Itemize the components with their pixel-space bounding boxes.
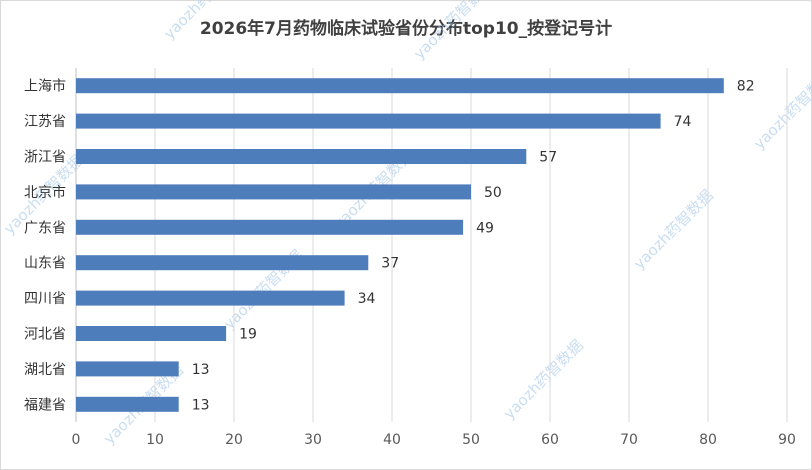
category-label: 河北省 <box>24 327 66 343</box>
bar <box>76 396 179 412</box>
category-label: 北京市 <box>24 184 66 201</box>
category-label: 上海市 <box>24 78 66 95</box>
bar <box>76 149 527 164</box>
x-tick-label: 30 <box>304 432 322 448</box>
category-label: 福建省 <box>24 397 66 413</box>
data-label: 57 <box>539 150 557 166</box>
bar <box>76 361 179 377</box>
watermark-text: yaozh药智数据 <box>410 0 497 63</box>
category-label: 山东省 <box>24 256 66 272</box>
bar <box>76 113 661 129</box>
x-tick-label: 60 <box>541 432 559 448</box>
data-label: 82 <box>737 79 755 95</box>
x-tick-label: 40 <box>383 432 401 448</box>
bar <box>76 326 227 341</box>
data-label: 34 <box>358 291 376 307</box>
chart-title: 2026年7月药物临床试验省份分布top10_按登记号计 <box>199 19 613 39</box>
data-label: 13 <box>192 362 210 378</box>
watermark-text: yaozh药智数据 <box>500 336 587 423</box>
bar <box>76 290 345 306</box>
watermark-text: yaozh药智数据 <box>160 0 247 43</box>
bar <box>76 184 471 200</box>
data-label: 13 <box>192 397 210 413</box>
data-label: 49 <box>476 220 494 236</box>
category-label: 四川省 <box>24 291 66 307</box>
x-tick-label: 80 <box>699 432 717 448</box>
x-tick-label: 70 <box>620 432 638 448</box>
category-label: 湖北省 <box>24 362 66 378</box>
bar <box>76 219 464 235</box>
category-label: 广东省 <box>24 220 66 236</box>
bars <box>76 78 724 412</box>
x-tick-label: 0 <box>72 432 81 448</box>
data-labels: 82 74 57 50 49 37 34 19 13 13 <box>192 79 755 414</box>
category-label: 江苏省 <box>24 114 66 130</box>
x-tick-label: 10 <box>146 432 164 448</box>
category-label: 浙江省 <box>24 150 66 166</box>
watermark-text: yaozh药智数据 <box>750 66 812 153</box>
data-label: 37 <box>381 256 399 272</box>
data-label: 74 <box>674 114 692 130</box>
bar <box>76 255 369 271</box>
x-tick-labels: 0 10 20 30 40 50 60 70 80 90 <box>72 432 796 448</box>
x-tick-label: 90 <box>778 432 796 448</box>
data-label: 50 <box>484 185 502 201</box>
watermark-text: yaozh药智数据 <box>630 186 717 273</box>
data-label: 19 <box>239 327 257 343</box>
bar <box>76 78 724 94</box>
x-tick-label: 50 <box>462 432 480 448</box>
x-tick-label: 20 <box>225 432 243 448</box>
